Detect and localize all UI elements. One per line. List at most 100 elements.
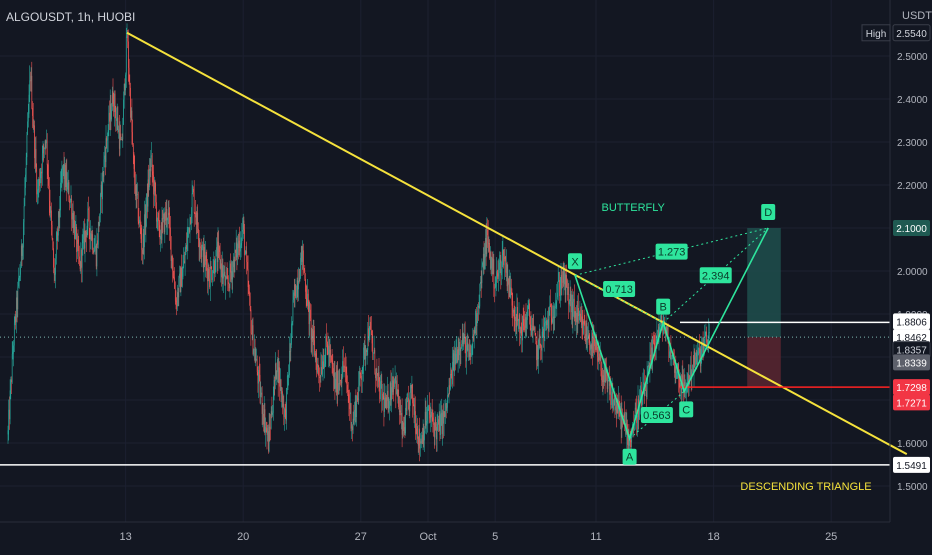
candle-body <box>114 93 115 113</box>
candle-body <box>181 276 183 287</box>
candle-body <box>240 243 242 246</box>
candle-body <box>354 409 355 421</box>
candle-body <box>436 427 437 440</box>
candle-body <box>157 212 159 221</box>
candle-body <box>100 194 101 215</box>
candle-body <box>270 411 272 429</box>
candle-body <box>93 250 94 253</box>
candle-body <box>695 356 696 366</box>
candle-body <box>304 270 306 279</box>
candle-body <box>151 155 152 157</box>
candle-body <box>243 220 245 230</box>
x-tick-label: 13 <box>119 531 131 543</box>
candle-body <box>680 382 682 388</box>
candle-body <box>149 168 151 171</box>
candle-body <box>515 316 516 322</box>
candle-body <box>481 265 483 284</box>
candle-body <box>646 390 647 397</box>
candle-body <box>627 429 629 445</box>
stop-zone <box>747 337 781 388</box>
candle-body <box>494 286 496 289</box>
candle-body <box>329 349 331 358</box>
ratio-label: 0.713 <box>605 284 633 296</box>
candle-body <box>181 267 182 287</box>
candle-body <box>384 398 385 412</box>
candle-body <box>96 240 98 267</box>
candle-body <box>38 178 40 189</box>
candle-body <box>674 366 676 373</box>
candle-body <box>44 141 46 148</box>
y-tick-label: 1.6000 <box>897 439 928 450</box>
candle-body <box>214 271 216 274</box>
candle-body <box>530 324 532 336</box>
candle-body <box>454 350 455 372</box>
candle-body <box>55 240 57 259</box>
candle-body <box>425 411 427 426</box>
candle-body <box>615 406 617 413</box>
candle-body <box>676 371 678 372</box>
candle-body <box>203 246 205 268</box>
candle-body <box>273 380 275 401</box>
candle-body <box>183 260 185 267</box>
candle-body <box>687 374 689 383</box>
candle-body <box>74 227 76 239</box>
candle-body <box>580 313 581 322</box>
candle-body <box>58 211 59 236</box>
candle-body <box>359 371 360 386</box>
candle-body <box>76 227 77 253</box>
candle-body <box>524 317 526 331</box>
candle-body <box>610 383 612 405</box>
candle-body <box>335 378 337 393</box>
candle-body <box>544 322 546 327</box>
candle-body <box>118 129 120 149</box>
candle-body <box>667 327 668 334</box>
candle-body <box>682 375 684 384</box>
candle-body <box>16 297 18 310</box>
descending-trendline[interactable] <box>126 31 908 456</box>
candle-body <box>106 138 108 141</box>
candle-body <box>142 249 143 254</box>
candle-body <box>347 384 348 393</box>
candle-body <box>144 214 146 228</box>
candle-body <box>557 280 559 293</box>
candle-body <box>449 385 451 390</box>
candle-body <box>436 423 438 440</box>
candle-body <box>37 189 38 195</box>
candle-body <box>256 358 257 361</box>
candle-body <box>309 309 311 325</box>
candle-body <box>279 367 280 387</box>
candle-body <box>20 267 21 275</box>
candle-body <box>161 218 163 241</box>
candle-body <box>594 339 595 347</box>
point-label-d: D <box>764 207 772 219</box>
candle-body <box>158 221 160 226</box>
candle-body <box>127 36 129 42</box>
candle-body <box>245 251 247 254</box>
candle-body <box>491 257 493 269</box>
candle-body <box>322 361 324 370</box>
candle-body <box>317 363 318 373</box>
candle-body <box>697 348 699 352</box>
candle-body <box>442 410 444 434</box>
candle-body <box>507 278 509 287</box>
candle-body <box>624 413 626 427</box>
candle-body <box>541 345 542 351</box>
candle-body <box>585 323 587 342</box>
candle-body <box>432 417 434 424</box>
candle-body <box>433 423 434 425</box>
candle-body <box>256 358 258 372</box>
candle-body <box>559 280 560 296</box>
candle-body <box>462 333 464 345</box>
candle-body <box>439 415 441 435</box>
candle-body <box>79 261 81 269</box>
candle-body <box>650 347 652 361</box>
candle-body <box>156 202 157 222</box>
candle-body <box>91 234 93 240</box>
candle-body <box>268 426 270 452</box>
candle-body <box>401 412 402 416</box>
candle-body <box>413 404 415 415</box>
candle-body <box>526 319 528 328</box>
candle-body <box>654 344 656 347</box>
